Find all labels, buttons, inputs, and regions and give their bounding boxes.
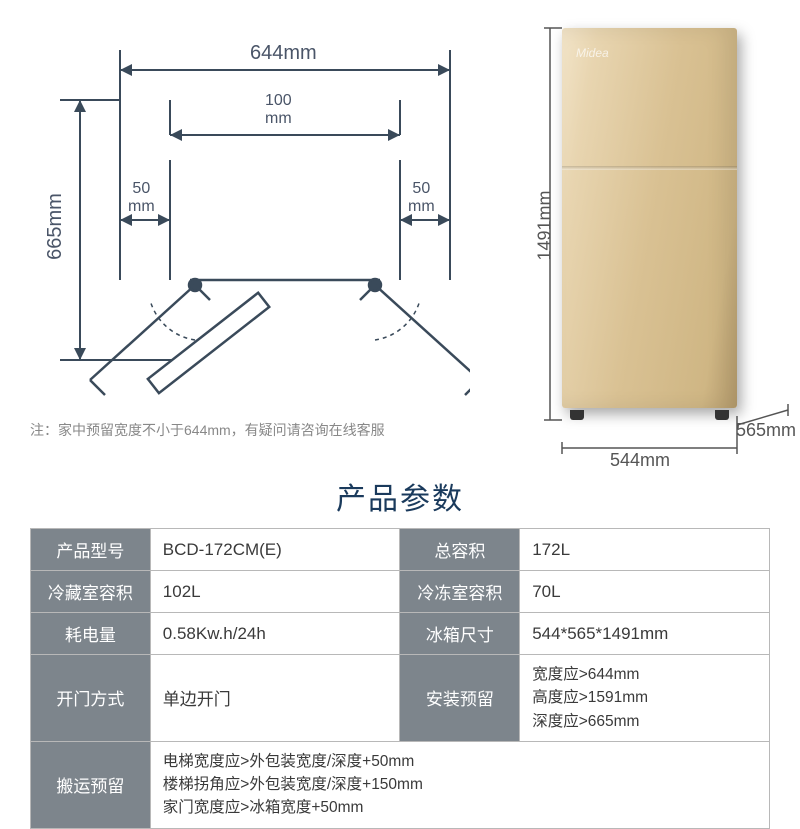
spec-value-cell: 102L [150, 571, 400, 613]
dim-gap: 100 mm [265, 92, 292, 127]
dim-width: 644mm [250, 42, 317, 65]
spec-header-cell: 冷藏室容积 [31, 571, 151, 613]
spec-header-cell: 开门方式 [31, 655, 151, 742]
spec-value-cell: 宽度应>644mm高度应>1591mm深度应>665mm [520, 655, 770, 742]
table-row: 开门方式单边开门安装预留宽度应>644mm高度应>1591mm深度应>665mm [31, 655, 770, 742]
fridge-depth: 565mm [736, 420, 796, 441]
top-section: 644mm 665mm 100 mm 50 mm 50 mm 注：家中预留宽度不… [0, 0, 800, 470]
fridge-height: 1491mm [535, 190, 556, 260]
note-text: 注：家中预留宽度不小于644mm，有疑问请咨询在线客服 [30, 420, 385, 440]
dim-side-right: 50 mm [408, 180, 435, 215]
spec-value-cell: 544*565*1491mm [520, 613, 770, 655]
spec-value-cell: 电梯宽度应>外包装宽度/深度+50mm楼梯拐角应>外包装宽度/深度+150mm家… [150, 741, 769, 828]
spec-header-cell: 总容积 [400, 529, 520, 571]
spec-value-cell: 单边开门 [150, 655, 400, 742]
fridge-render: Midea 1491mm 544mm 565mm [500, 20, 780, 470]
fridge-width: 544mm [610, 450, 670, 471]
spec-header-cell: 冰箱尺寸 [400, 613, 520, 655]
table-row: 搬运预留电梯宽度应>外包装宽度/深度+50mm楼梯拐角应>外包装宽度/深度+15… [31, 741, 770, 828]
clearance-diagram: 644mm 665mm 100 mm 50 mm 50 mm [30, 30, 470, 410]
table-row: 冷藏室容积102L冷冻室容积70L [31, 571, 770, 613]
table-row: 耗电量0.58Kw.h/24h冰箱尺寸544*565*1491mm [31, 613, 770, 655]
table-row: 产品型号BCD-172CM(E)总容积172L [31, 529, 770, 571]
diagram-svg [30, 30, 470, 410]
spec-value-cell: 0.58Kw.h/24h [150, 613, 400, 655]
spec-header-cell: 耗电量 [31, 613, 151, 655]
spec-table: 产品型号BCD-172CM(E)总容积172L冷藏室容积102L冷冻室容积70L… [30, 528, 770, 829]
spec-value-cell: 172L [520, 529, 770, 571]
dim-side-left: 50 mm [128, 180, 155, 215]
section-title: 产品参数 [0, 474, 800, 518]
spec-value-cell: BCD-172CM(E) [150, 529, 400, 571]
spec-header-cell: 冷冻室容积 [400, 571, 520, 613]
spec-header-cell: 产品型号 [31, 529, 151, 571]
spec-header-cell: 搬运预留 [31, 741, 151, 828]
dim-height: 665mm [44, 193, 67, 260]
spec-value-cell: 70L [520, 571, 770, 613]
spec-header-cell: 安装预留 [400, 655, 520, 742]
